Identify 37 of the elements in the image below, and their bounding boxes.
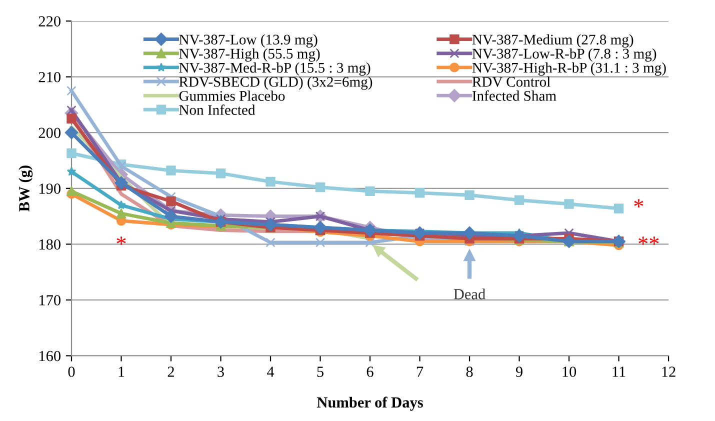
y-tick-label: 180 <box>40 239 60 250</box>
y-tick-label: 210 <box>38 72 60 82</box>
x-tick-label: 8 <box>466 366 473 377</box>
legend-label: Non Infected <box>179 104 256 115</box>
legend-label: Gummies Placebo <box>179 90 285 101</box>
legend-label: Infected Sham <box>472 90 556 101</box>
legend-label: NV-387-Medium (27.8 mg) <box>472 34 634 48</box>
x-tick-label: 4 <box>266 366 274 377</box>
x-axis-title: Number of Days <box>316 396 423 411</box>
legend-label: RDV-SBECD (GLD) (3x2=6mg) <box>179 76 372 90</box>
x-tick-label: 2 <box>168 366 174 377</box>
annotation: ** <box>638 236 659 245</box>
y-axis-title: BW (g) <box>18 166 33 212</box>
legend-label: RDV Control <box>472 76 550 87</box>
x-tick-label: 3 <box>218 366 224 377</box>
annotation: * <box>116 236 126 245</box>
legend-label: NV-387-High (55.5 mg) <box>179 48 320 62</box>
x-tick-label: 1 <box>118 366 124 377</box>
x-tick-label: 5 <box>317 366 324 377</box>
x-tick-label: 6 <box>366 366 374 377</box>
annotation: Dead <box>454 288 486 300</box>
x-tick-label: 10 <box>562 366 576 377</box>
annotation: * <box>634 199 644 208</box>
y-tick-label: 160 <box>40 350 60 362</box>
x-tick-label: 9 <box>516 366 522 377</box>
y-tick-label: 190 <box>40 184 60 194</box>
legend-label: NV-387-Low-R-bP (7.8 : 3 mg) <box>472 48 656 62</box>
x-tick-label: 7 <box>416 366 424 377</box>
x-tick-label: 11 <box>612 366 626 377</box>
y-tick-label: 170 <box>40 295 60 306</box>
legend-label: NV-387-High-R-bP (31.1 : 3 mg) <box>472 62 666 76</box>
legend-label: NV-387-Low (13.9 mg) <box>179 34 318 48</box>
y-tick-label: 200 <box>38 128 60 138</box>
x-tick-label: 12 <box>662 366 676 377</box>
y-tick-label: 220 <box>38 16 60 26</box>
x-tick-label: 0 <box>68 366 75 377</box>
legend-label: NV-387-Med-R-bP (15.5 : 3 mg) <box>179 62 370 76</box>
